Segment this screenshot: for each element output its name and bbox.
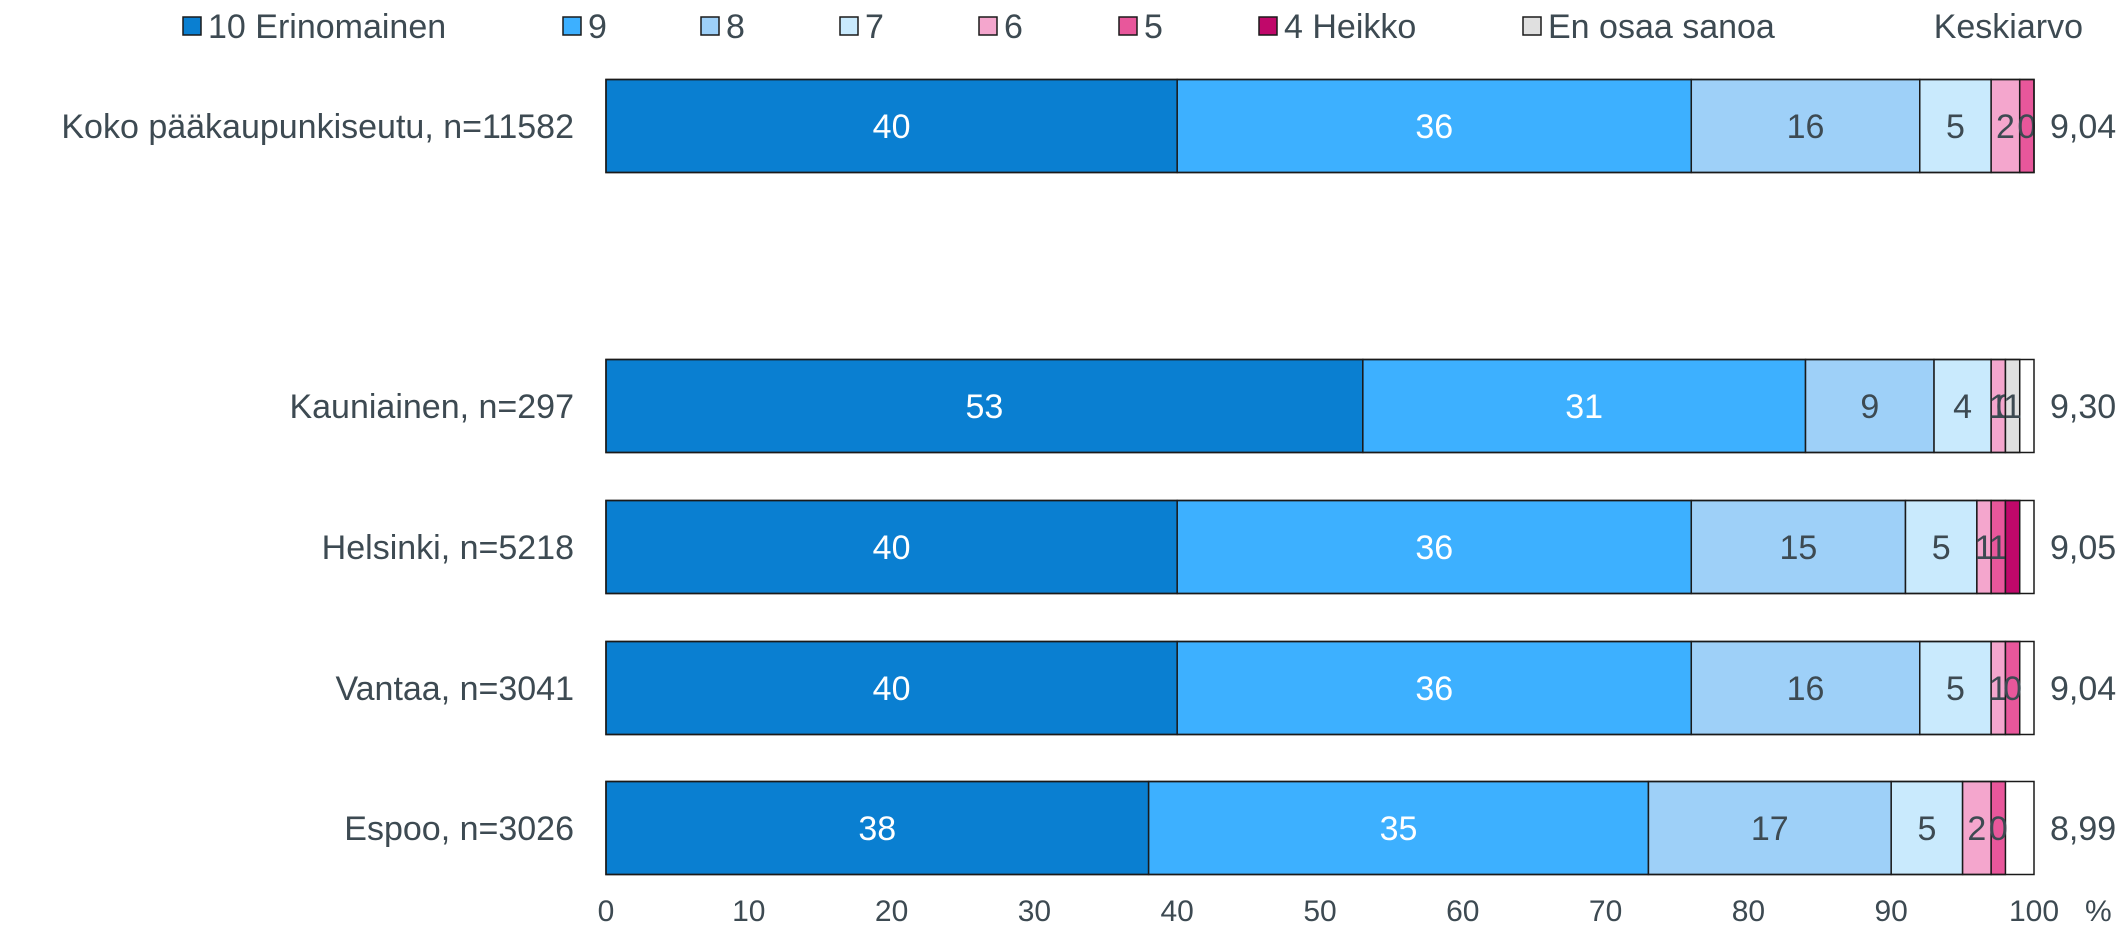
mean-value: 9,30: [2050, 388, 2116, 426]
data-label: 40: [873, 529, 911, 567]
x-tick-label: 40: [1161, 895, 1194, 928]
data-label: 5: [1946, 670, 1965, 708]
x-tick-label: 100: [2009, 895, 2059, 928]
bar-outline: [605, 358, 2035, 454]
legend-swatch: [562, 16, 582, 36]
category-label: Vantaa, n=3041: [335, 670, 574, 708]
legend-label: 5: [1144, 8, 1163, 46]
x-tick-label: 30: [1018, 895, 1051, 928]
mean-value: 8,99: [2050, 810, 2116, 848]
x-tick-label: 60: [1446, 895, 1479, 928]
legend-swatch: [1118, 16, 1138, 36]
data-label: 5: [1917, 810, 1936, 848]
mean-value: 9,04: [2050, 108, 2116, 146]
mean-value: 9,05: [2050, 529, 2116, 567]
bar-segment: [605, 358, 1364, 454]
category-label: Helsinki, n=5218: [322, 529, 574, 567]
bar-outline: [605, 780, 2035, 876]
category-label: Koko pääkaupunkiseutu, n=11582: [61, 108, 574, 146]
legend-label: 7: [865, 8, 884, 46]
x-tick-label: 70: [1589, 895, 1622, 928]
mean-header: Keskiarvo: [1934, 8, 2083, 46]
bar-segment: [1804, 358, 1935, 454]
bar-segment: [1176, 499, 1693, 595]
data-label: 1: [1989, 388, 2008, 426]
data-label: 5: [1932, 529, 1951, 567]
x-tick-label: 80: [1732, 895, 1765, 928]
legend-swatch: [1522, 16, 1542, 36]
data-label: 53: [966, 388, 1004, 426]
mean-value: 9,04: [2050, 670, 2116, 708]
bar-outline: [605, 499, 2035, 595]
bar-segment: [1176, 78, 1693, 174]
bar-segment: [605, 499, 1178, 595]
legend-label: 4 Heikko: [1284, 8, 1416, 46]
x-tick-label: 90: [1875, 895, 1908, 928]
data-label: 31: [1565, 388, 1603, 426]
data-label: 36: [1415, 108, 1453, 146]
x-tick-label: 0: [598, 895, 615, 928]
data-label: 4: [1953, 388, 1972, 426]
legend-swatch: [978, 16, 998, 36]
x-tick-label: 50: [1303, 895, 1336, 928]
data-label: 1: [1989, 529, 2008, 567]
bar-segment: [2004, 499, 2021, 595]
data-label: 0: [2017, 108, 2036, 146]
legend-swatch: [1258, 16, 1278, 36]
bar-segment: [1690, 640, 1921, 736]
bars: Koko pääkaupunkiseutu, n=11582 40 36 16 5 2 0 9…: [61, 78, 2116, 876]
bar-outline: [605, 640, 2035, 736]
bar-segment: [1890, 780, 1964, 876]
legend-label: 9: [588, 8, 607, 46]
data-label: 9: [1860, 388, 1879, 426]
x-unit-label: %: [2085, 895, 2112, 928]
legend-label: 8: [726, 8, 745, 46]
data-label: 0: [1989, 810, 2008, 848]
category-label: Espoo, n=3026: [344, 810, 574, 848]
data-label: 40: [873, 670, 911, 708]
data-label: 5: [1946, 108, 1965, 146]
data-label: 1: [2003, 388, 2022, 426]
data-label: 36: [1415, 670, 1453, 708]
data-label: 15: [1779, 529, 1817, 567]
data-label: 35: [1380, 810, 1418, 848]
data-label: 2: [1996, 108, 2015, 146]
data-label: 1: [1975, 529, 1994, 567]
data-label: 38: [858, 810, 896, 848]
legend-swatch: [700, 16, 720, 36]
data-label: 2: [1967, 810, 1986, 848]
bar-segment: [605, 78, 1178, 174]
x-tick-label: 10: [732, 895, 765, 928]
x-axis: 0 10 20 30 40 50 60 70 80 90 100%: [598, 895, 2112, 928]
legend-swatch: [182, 16, 202, 36]
legend-label: En osaa sanoa: [1548, 8, 1775, 46]
data-label: 40: [873, 108, 911, 146]
legend-label: 10 Erinomainen: [208, 8, 446, 46]
data-label: 36: [1415, 529, 1453, 567]
category-label: Kauniainen, n=297: [289, 388, 574, 426]
data-label: 16: [1787, 108, 1825, 146]
bar-outline: [605, 78, 2035, 174]
legend-label: 6: [1004, 8, 1023, 46]
bar-segment: [1147, 780, 1650, 876]
bar-segment: [1176, 640, 1693, 736]
legend: 10 Erinomainen 9 8 7 6 5 4 Heikko En osaa sanoa…: [182, 8, 2083, 46]
bar-segment: [1362, 358, 1807, 454]
data-label: 1: [1989, 670, 2008, 708]
data-label: 17: [1751, 810, 1789, 848]
legend-swatch: [839, 16, 859, 36]
bar-segment: [605, 780, 1150, 876]
data-label: 16: [1787, 670, 1825, 708]
x-tick-label: 20: [875, 895, 908, 928]
data-label: 0: [2003, 670, 2022, 708]
